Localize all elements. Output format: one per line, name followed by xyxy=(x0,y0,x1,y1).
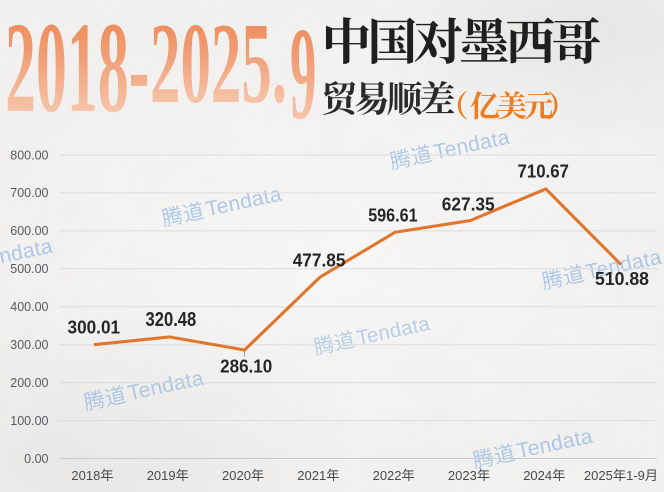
svg-text:710.67: 710.67 xyxy=(518,162,569,182)
svg-text:2025: 2025 xyxy=(584,468,613,483)
svg-text:200.00: 200.00 xyxy=(10,376,48,390)
svg-text:596.61: 596.61 xyxy=(368,205,417,225)
svg-text:500.00: 500.00 xyxy=(10,262,48,276)
svg-text:100.00: 100.00 xyxy=(10,414,48,428)
svg-text:700.00: 700.00 xyxy=(10,186,48,200)
svg-text:2018: 2018 xyxy=(71,468,100,483)
svg-text:510.88: 510.88 xyxy=(595,269,649,289)
svg-text:2020: 2020 xyxy=(222,468,251,483)
svg-text:627.35: 627.35 xyxy=(442,194,495,214)
svg-text:2022: 2022 xyxy=(373,468,402,483)
svg-text:286.10: 286.10 xyxy=(220,356,272,376)
svg-text:300.01: 300.01 xyxy=(68,317,121,337)
svg-text:2021: 2021 xyxy=(297,468,326,483)
svg-text:800.00: 800.00 xyxy=(10,148,48,162)
svg-text:320.48: 320.48 xyxy=(146,309,197,331)
svg-text:0.00: 0.00 xyxy=(24,452,48,466)
svg-text:2024: 2024 xyxy=(523,468,552,483)
svg-text:2023: 2023 xyxy=(448,468,477,483)
svg-text:1-9: 1-9 xyxy=(626,468,645,483)
svg-text:600.00: 600.00 xyxy=(10,224,48,238)
svg-text:400.00: 400.00 xyxy=(10,300,48,314)
svg-text:300.00: 300.00 xyxy=(10,338,48,352)
svg-text:2019: 2019 xyxy=(147,468,176,483)
svg-text:477.85: 477.85 xyxy=(293,251,346,271)
